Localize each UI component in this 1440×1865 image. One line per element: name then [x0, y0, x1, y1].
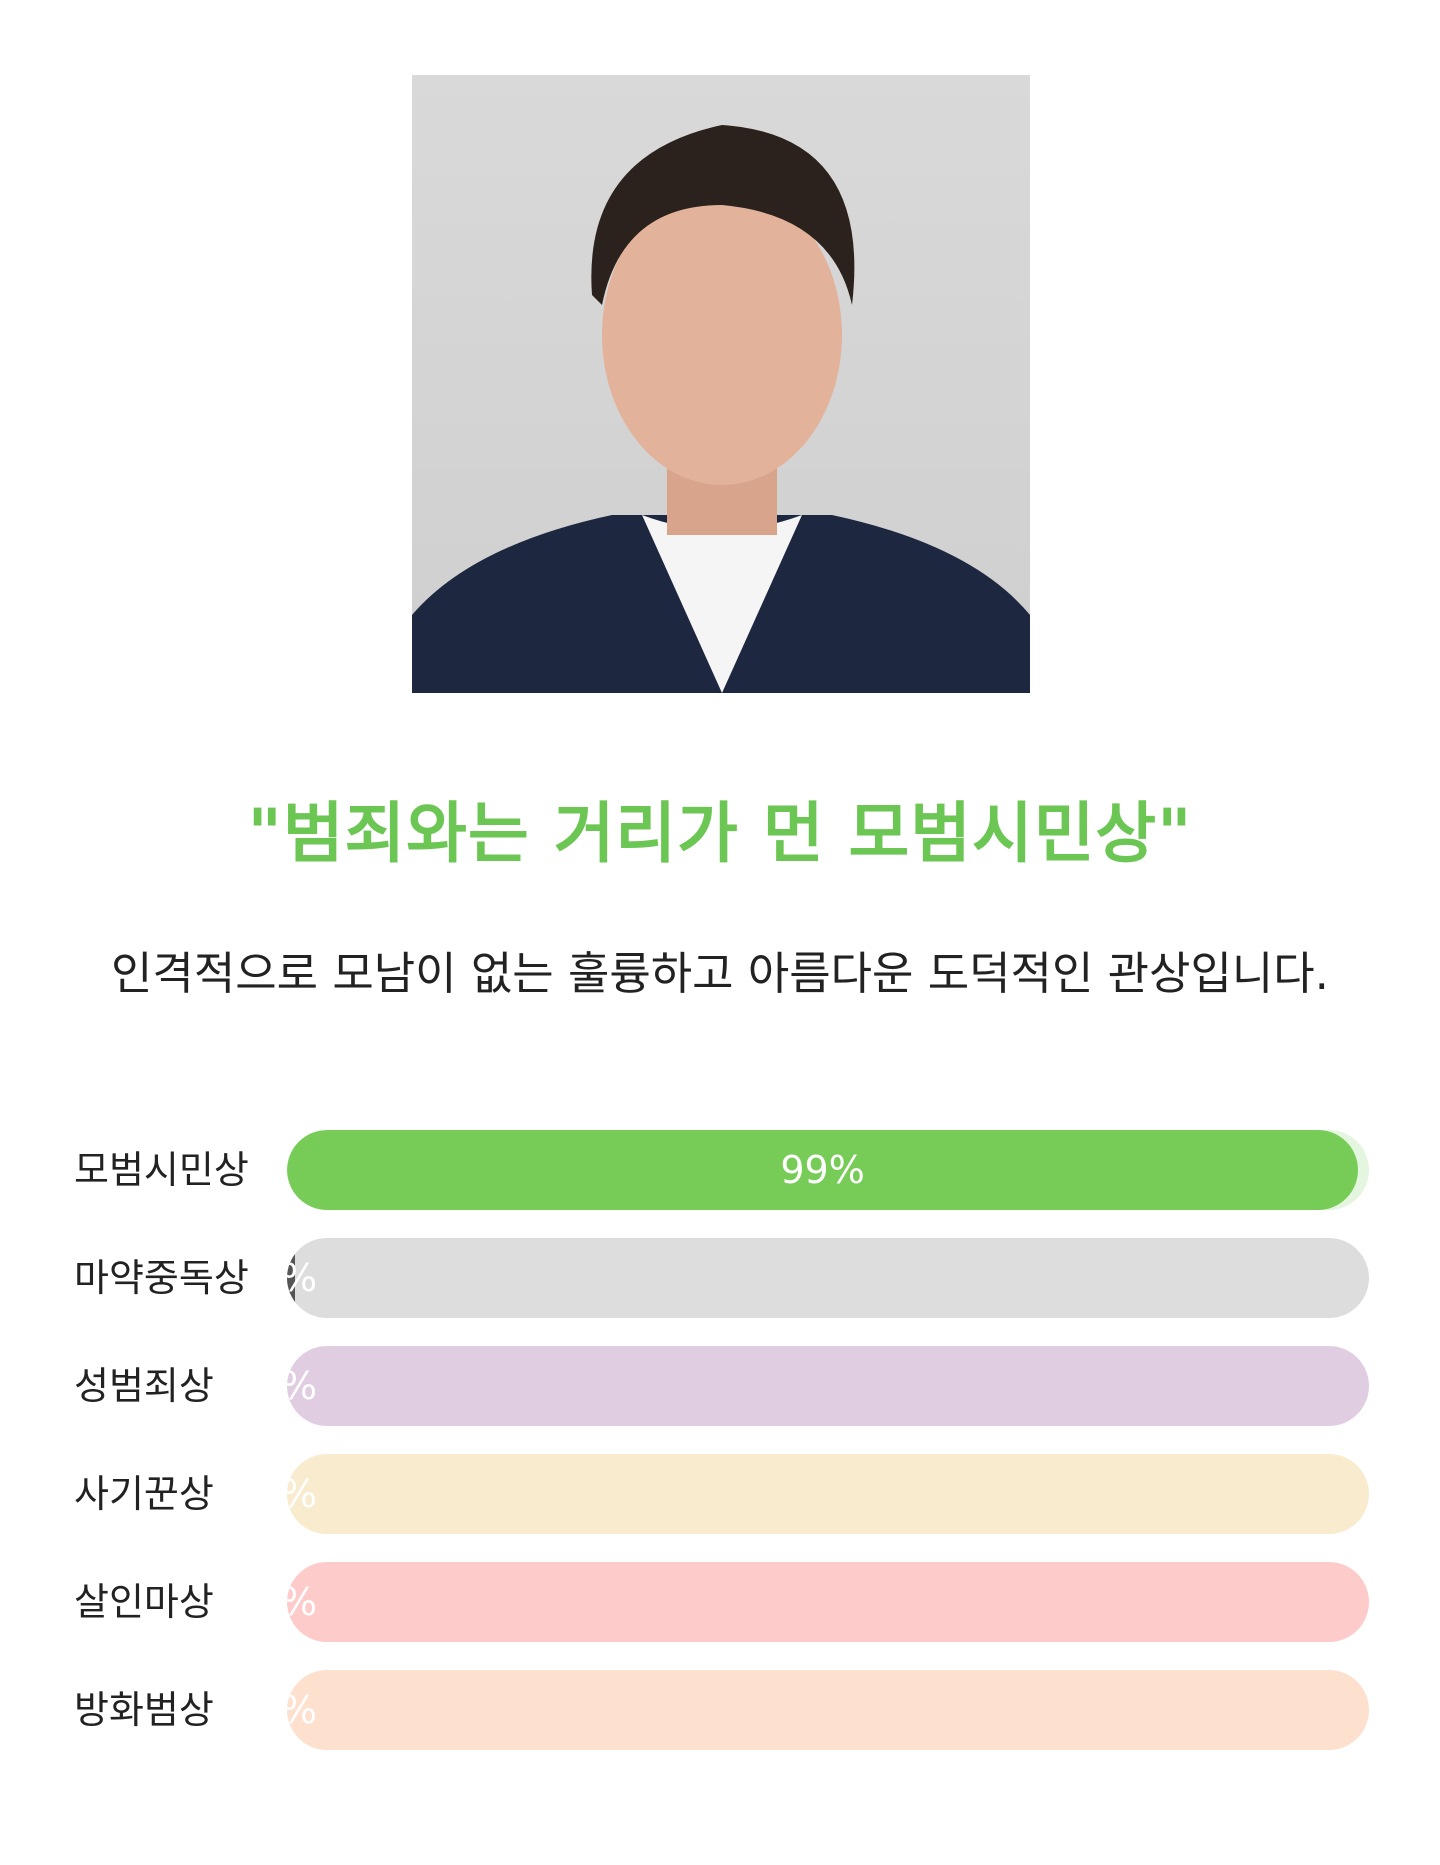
portrait-icon [412, 125, 1030, 693]
score-bar-row: 성범죄상 0% [0, 1346, 1440, 1426]
score-value: 99% [780, 1148, 865, 1192]
score-fill [287, 1130, 1359, 1210]
score-label: 성범죄상 [74, 1364, 214, 1408]
score-track: 0% [287, 1562, 1369, 1642]
result-description: 인격적으로 모남이 없는 훌륭하고 아름다운 도덕적인 관상입니다. [111, 947, 1329, 1000]
score-bar-row: 사기꾼상 0% [0, 1454, 1440, 1534]
score-value: 0% [287, 1454, 317, 1534]
score-bar-row: 방화범상 0% [0, 1670, 1440, 1750]
score-value: 0% [287, 1238, 317, 1318]
score-bar-row: 살인마상 0% [0, 1562, 1440, 1642]
score-value: 0% [287, 1670, 317, 1750]
score-label: 모범시민상 [74, 1148, 249, 1192]
score-fill [287, 1238, 295, 1318]
portrait-photo [412, 75, 1030, 693]
score-label: 사기꾼상 [74, 1472, 214, 1516]
score-value: 0% [287, 1562, 317, 1642]
score-bar-row: 마약중독상 0% [0, 1238, 1440, 1318]
score-track: 0% [287, 1238, 1369, 1318]
score-track: 0% [287, 1670, 1369, 1750]
result-title: "범죄와는 거리가 먼 모범시민상" [247, 795, 1193, 872]
score-track: 0% [287, 1454, 1369, 1534]
score-label: 살인마상 [74, 1580, 214, 1624]
score-label: 방화범상 [74, 1688, 214, 1732]
score-value: 0% [287, 1346, 317, 1426]
score-track: 0% [287, 1346, 1369, 1426]
score-bar-row: 모범시민상 99% [0, 1130, 1440, 1210]
score-label: 마약중독상 [74, 1256, 249, 1300]
score-track: 99% [287, 1130, 1369, 1210]
